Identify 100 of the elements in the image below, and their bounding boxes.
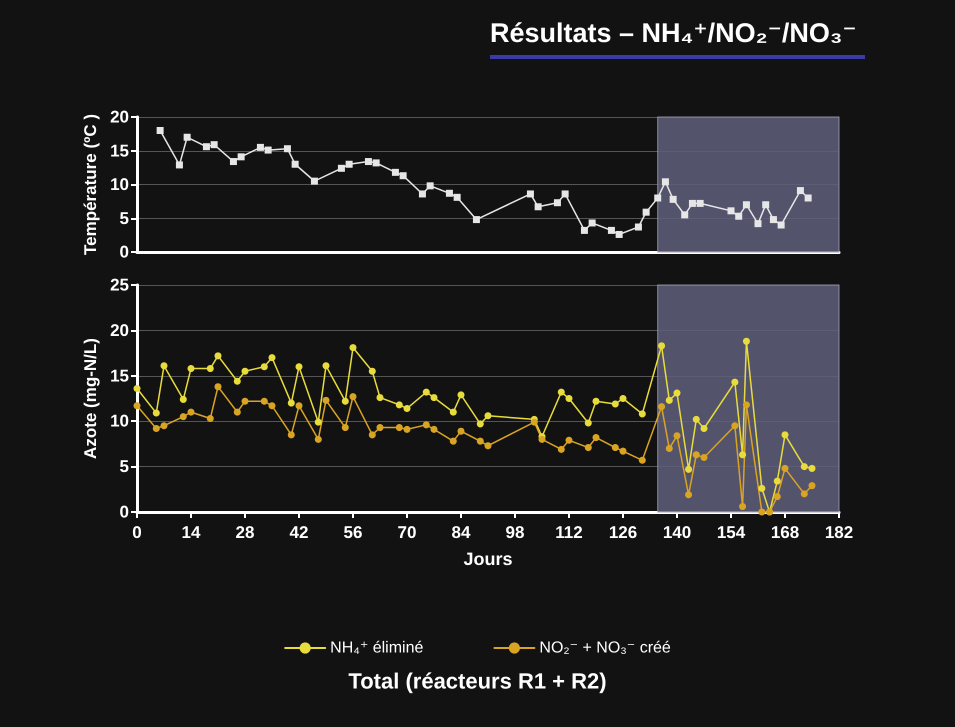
x-tick-label: 168: [770, 523, 800, 542]
point: [800, 463, 808, 470]
point: [662, 178, 669, 186]
point: [268, 402, 276, 410]
point: [234, 378, 241, 385]
point: [364, 158, 372, 166]
point: [592, 398, 600, 405]
point: [558, 446, 565, 453]
point: [584, 420, 592, 427]
point: [242, 368, 248, 375]
point: [534, 203, 542, 210]
x-tick-label: 28: [236, 523, 254, 542]
y-tick-label: 10: [110, 175, 129, 194]
point: [368, 368, 376, 375]
point: [666, 444, 673, 452]
y-axis-title: Azote (mg-N/L): [81, 338, 100, 459]
point: [620, 448, 626, 455]
legend-label: NO₂⁻ + NO₃⁻ créé: [539, 640, 671, 656]
point: [376, 424, 384, 432]
point: [638, 456, 646, 464]
x-tick-label: 182: [824, 523, 854, 542]
point: [314, 418, 322, 426]
point: [230, 158, 237, 166]
point: [758, 508, 766, 516]
point: [774, 478, 781, 485]
point: [152, 410, 160, 417]
point: [400, 172, 407, 180]
point: [350, 344, 356, 352]
x-tick-label: 140: [662, 523, 692, 542]
point: [538, 436, 546, 443]
point: [422, 421, 430, 428]
point: [430, 394, 438, 402]
point: [774, 493, 781, 500]
point: [376, 394, 384, 402]
point: [666, 396, 673, 404]
point: [731, 378, 738, 386]
point: [476, 420, 484, 428]
point: [808, 482, 816, 490]
point: [739, 503, 746, 510]
point: [458, 428, 464, 435]
point: [658, 403, 666, 410]
y-tick-label: 5: [120, 208, 129, 228]
text: Total (réacteurs R1 + R2): [348, 668, 607, 694]
y-tick-label: 0: [120, 242, 129, 262]
point: [188, 365, 194, 372]
point: [264, 146, 272, 154]
point: [176, 161, 183, 168]
point: [476, 438, 484, 445]
point: [450, 438, 457, 445]
point: [696, 200, 704, 207]
point: [562, 190, 569, 198]
point: [658, 342, 666, 350]
y-axis-title: Température (ºC ): [81, 114, 100, 255]
point: [152, 424, 160, 432]
point: [685, 466, 692, 473]
point: [134, 385, 140, 392]
point: [156, 127, 164, 134]
point: [584, 444, 592, 452]
point: [758, 484, 766, 492]
y-tick-label: 15: [110, 141, 129, 160]
point: [404, 404, 410, 412]
point: [800, 490, 808, 498]
x-tick-label: 56: [344, 523, 362, 542]
point: [638, 410, 646, 418]
point: [634, 224, 642, 231]
point: [418, 190, 426, 198]
x-tick-label: 154: [716, 523, 746, 542]
point: [214, 383, 222, 390]
point: [454, 194, 461, 201]
point: [206, 414, 214, 422]
y-tick-label: 20: [110, 108, 129, 126]
point: [342, 398, 349, 405]
x-tick-label: 42: [290, 523, 308, 542]
point: [580, 226, 588, 234]
point: [134, 402, 140, 410]
point: [160, 362, 168, 370]
point: [670, 196, 677, 203]
point: [642, 208, 650, 216]
point: [472, 216, 480, 224]
point: [430, 426, 438, 433]
x-tick-label: 98: [506, 523, 524, 542]
point: [214, 352, 222, 360]
point: [692, 451, 700, 458]
point: [288, 431, 295, 438]
point: [754, 220, 762, 228]
x-tick-label: 70: [398, 523, 416, 542]
point: [450, 408, 457, 416]
point: [296, 363, 302, 370]
point: [612, 444, 619, 452]
point: [700, 424, 708, 432]
point: [674, 432, 680, 440]
point: [288, 400, 295, 407]
point: [770, 216, 777, 224]
point: [685, 491, 692, 498]
y-tick-label: 10: [110, 412, 129, 431]
point: [202, 143, 210, 150]
point: [396, 424, 403, 432]
point: [458, 391, 464, 398]
y-tick-label: 15: [110, 366, 129, 386]
point: [238, 153, 245, 160]
